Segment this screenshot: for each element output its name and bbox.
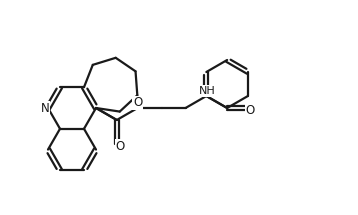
Text: O: O	[133, 97, 142, 109]
Text: O: O	[246, 103, 255, 117]
Text: O: O	[115, 140, 125, 152]
Text: NH: NH	[199, 86, 216, 96]
Text: N: N	[40, 101, 49, 115]
